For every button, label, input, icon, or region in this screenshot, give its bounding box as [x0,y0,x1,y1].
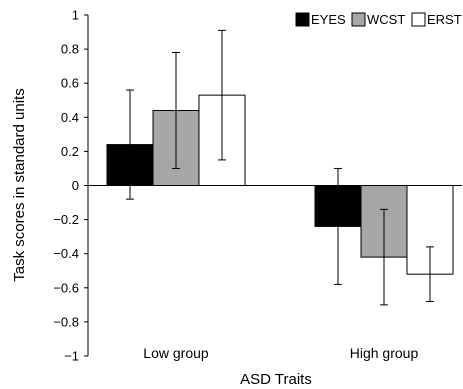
y-tick-label: 0.6 [61,76,79,91]
legend-swatch-wcst [351,12,366,27]
y-tick-label: 1 [72,8,79,23]
bars [88,94,462,275]
y-tick-label: −0.4 [53,246,79,261]
category-label: Low group [143,345,209,361]
y-axis-label: Task scores in standard units [11,88,28,281]
error-bars [126,29,434,306]
y-tick-label: −0.2 [53,212,79,227]
category-labels: Low group High group [143,345,418,361]
y-tick-label: −0.8 [53,314,79,329]
y-tick-label: 0 [72,178,79,193]
legend-label-erst: ERST [427,12,462,27]
legend-label-wcst: WCST [367,12,405,27]
legend: EYES WCST ERST [295,12,462,27]
y-tick-label: 0.8 [61,42,79,57]
y-tick-label: −0.6 [53,280,79,295]
legend-swatch-erst [411,12,426,27]
x-axis-label: ASD Traits [240,371,312,388]
y-tick-label: −1 [64,349,79,364]
legend-swatch-eyes [295,12,310,27]
y-tick-label: 0.4 [61,110,79,125]
category-label: High group [350,345,419,361]
y-tick-label: 0.2 [61,144,79,159]
legend-label-eyes: EYES [311,12,346,27]
y-axis: −1 −0.8 −0.6 −0.4 −0.2 0 0.2 0.4 0.6 0.8 1 [53,8,89,364]
